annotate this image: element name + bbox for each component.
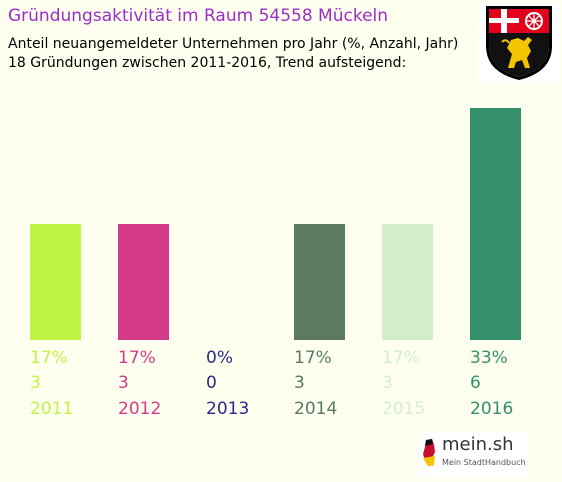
percent-label-2015: 17% xyxy=(382,348,420,368)
count-label-2016: 6 xyxy=(470,373,481,393)
percent-label-2011: 17% xyxy=(30,348,68,368)
chart-title: Gründungsaktivität im Raum 54558 Mückeln xyxy=(8,6,389,26)
logo-tagline: Mein StadtHandbuch xyxy=(442,458,526,467)
year-label-2015: 2015 xyxy=(382,399,426,419)
bar-2014 xyxy=(294,224,345,340)
germany-map-pin-icon xyxy=(423,439,435,466)
year-label-2011: 2011 xyxy=(30,399,74,419)
bar-2011 xyxy=(30,224,81,340)
logo-name: mein.sh xyxy=(442,434,514,455)
percent-label-2014: 17% xyxy=(294,348,332,368)
year-label-2012: 2012 xyxy=(118,399,162,419)
percent-label-2016: 33% xyxy=(470,348,508,368)
count-label-2011: 3 xyxy=(30,373,41,393)
bar-2012 xyxy=(118,224,169,340)
year-label-2013: 2013 xyxy=(206,399,250,419)
chart-subtitle-line1: Anteil neuangemeldeter Unternehmen pro J… xyxy=(8,36,459,52)
year-label-2014: 2014 xyxy=(294,399,338,419)
year-label-2016: 2016 xyxy=(470,399,514,419)
percent-label-2013: 0% xyxy=(206,348,233,368)
bar-2015 xyxy=(382,224,433,340)
coat-of-arms-icon xyxy=(478,2,560,82)
bar-2016 xyxy=(470,108,521,340)
count-label-2014: 3 xyxy=(294,373,305,393)
count-label-2013: 0 xyxy=(206,373,217,393)
count-label-2015: 3 xyxy=(382,373,393,393)
chart-subtitle-line2: 18 Gründungen zwischen 2011-2016, Trend … xyxy=(8,55,407,71)
percent-label-2012: 17% xyxy=(118,348,156,368)
mein-sh-logo[interactable]: mein.sh Mein StadtHandbuch xyxy=(418,432,528,478)
count-label-2012: 3 xyxy=(118,373,129,393)
